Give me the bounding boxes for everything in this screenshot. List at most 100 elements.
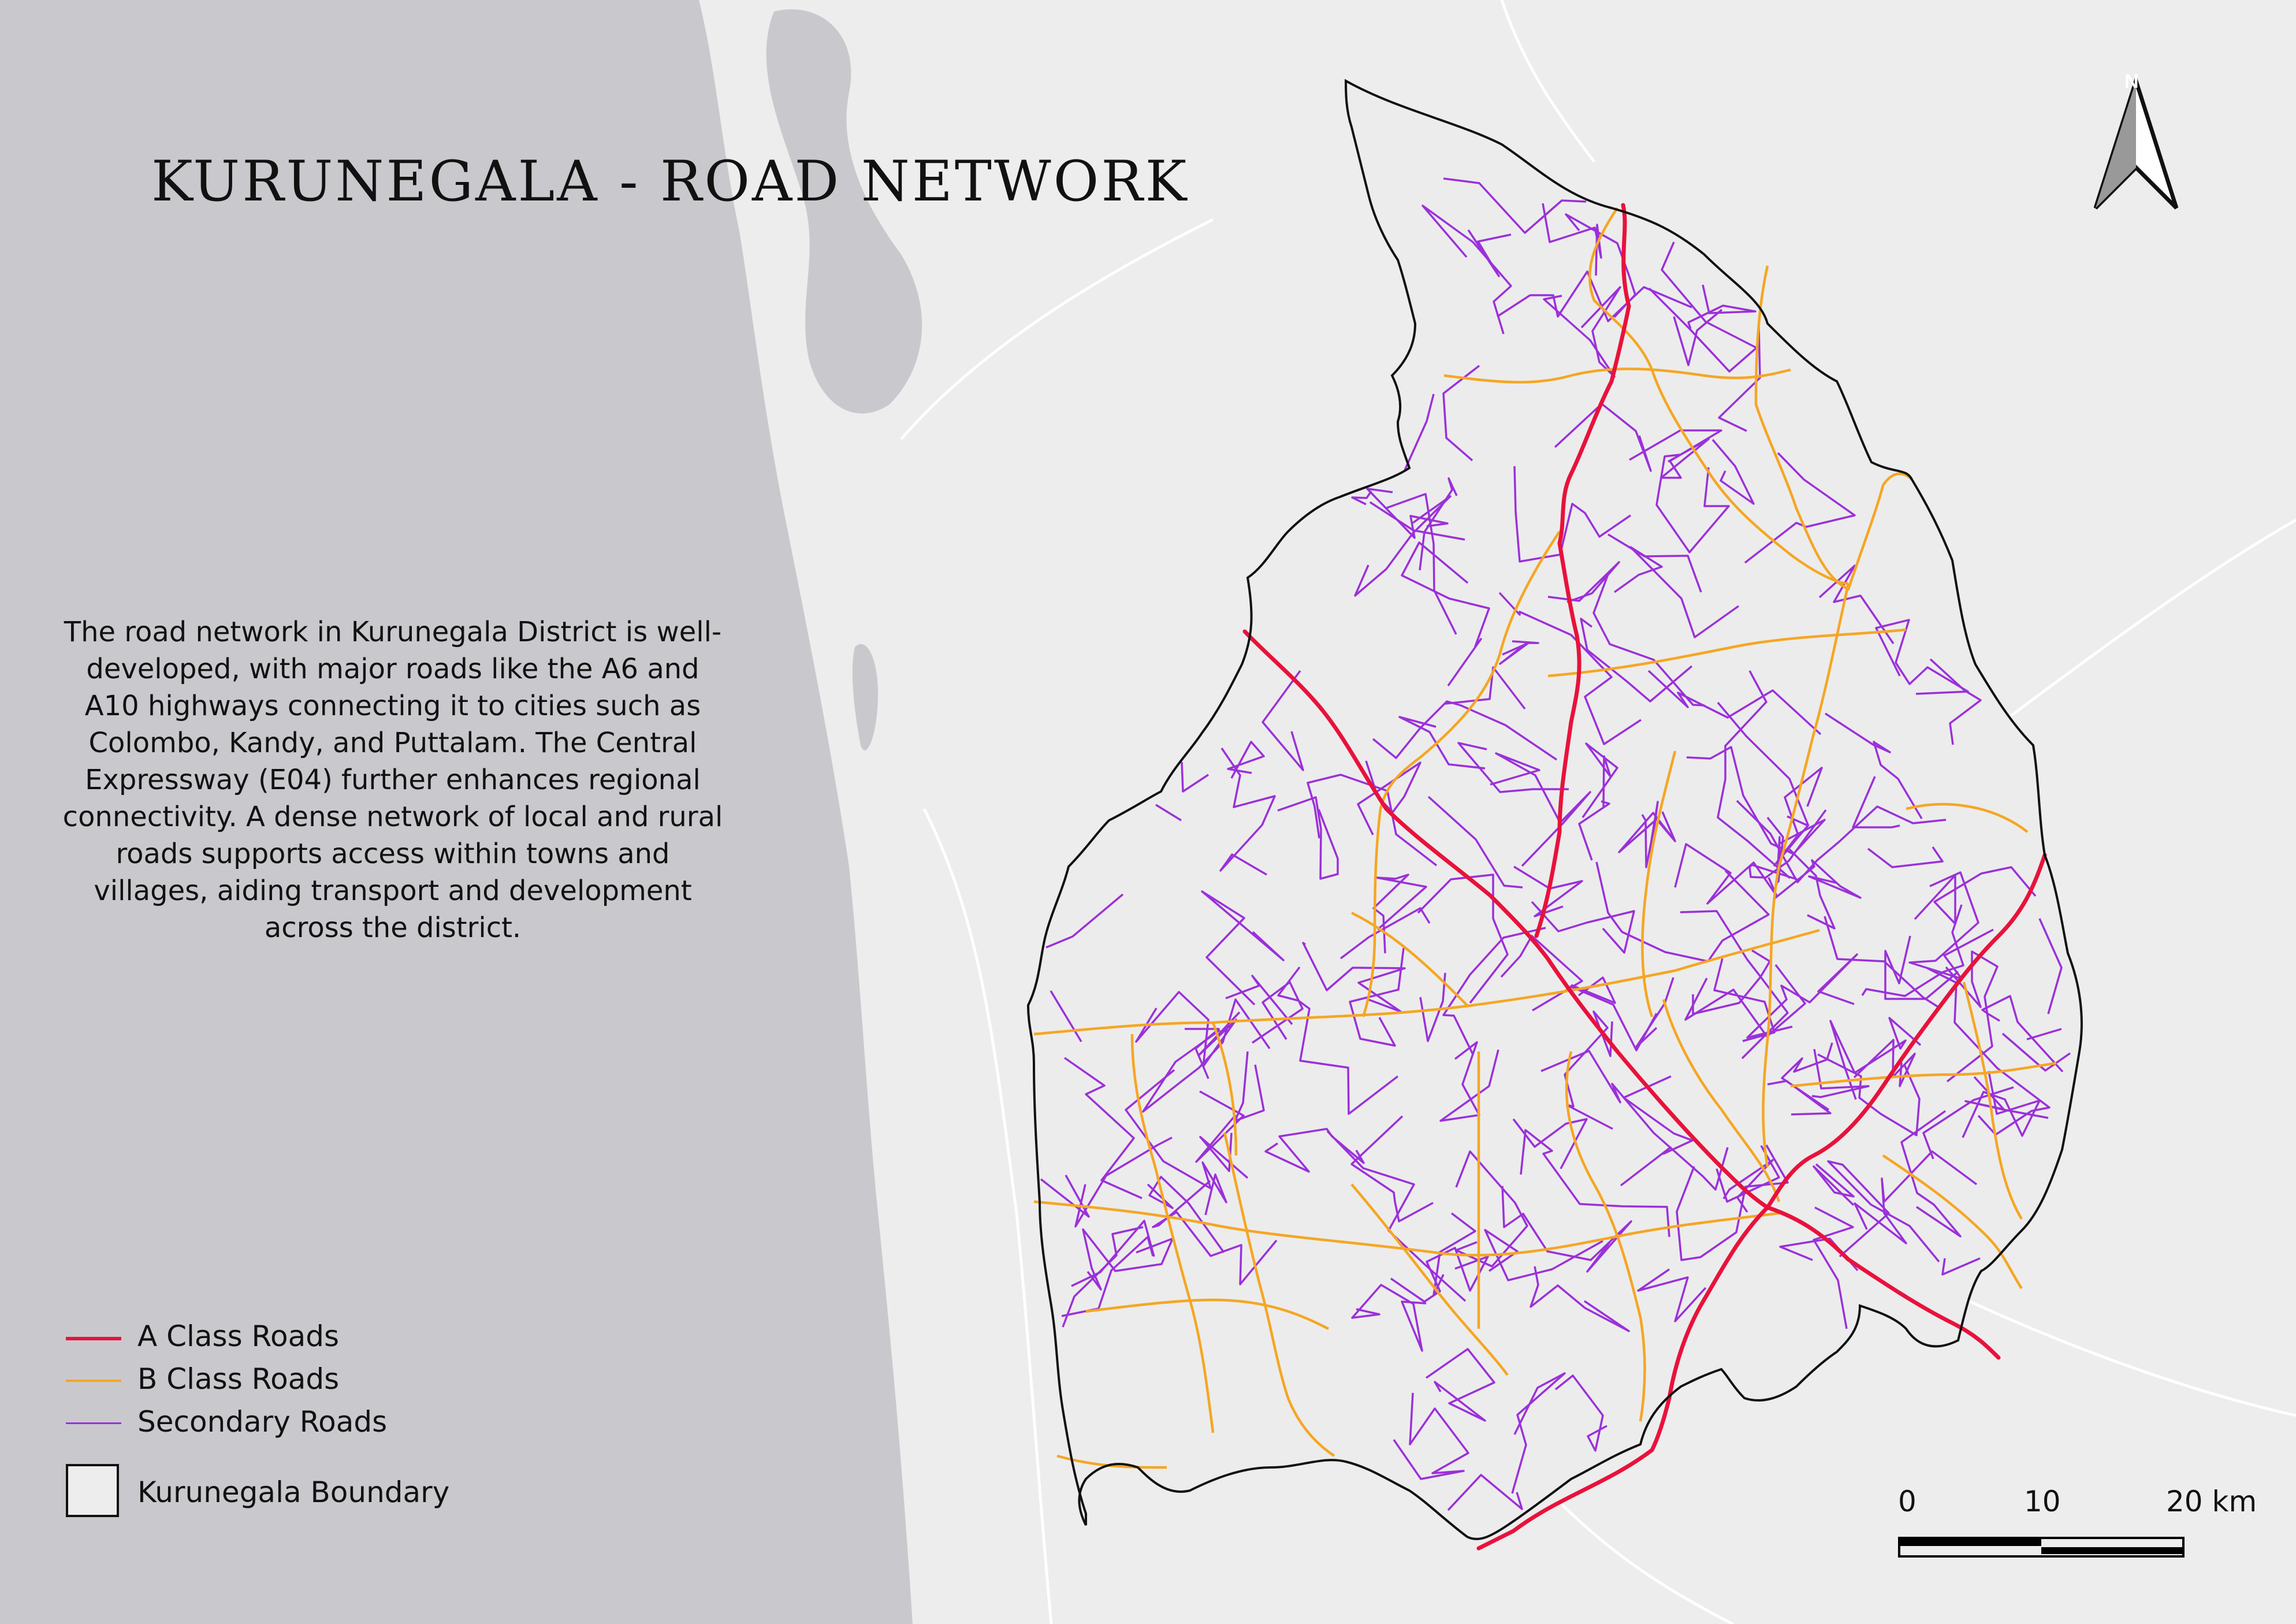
- b-road: [1588, 207, 1654, 370]
- b-road: [1547, 628, 1907, 678]
- secondary-road: [1277, 966, 1399, 1115]
- secondary-road: [1064, 1057, 1143, 1199]
- secondary-road: [1155, 804, 1182, 822]
- secondary-road: [1401, 541, 1490, 687]
- secondary-road: [1366, 488, 1449, 539]
- a-road-a10: [1534, 203, 1631, 938]
- secondary-road: [1684, 964, 1806, 1038]
- b-road: [1641, 750, 1677, 1017]
- secondary-road: [1426, 1348, 1495, 1422]
- b-road: [1350, 1183, 1509, 1376]
- secondary-road: [1512, 1118, 1588, 1169]
- north-label: N: [2124, 70, 2139, 92]
- secondary-road: [1781, 1042, 1833, 1111]
- scale-seg-2: [2041, 1547, 2182, 1554]
- secondary-road: [1813, 1163, 1855, 1206]
- secondary-road: [1744, 452, 1856, 564]
- secondary-road: [1252, 981, 1304, 1044]
- secondary-road: [1511, 1372, 1566, 1494]
- secondary-road: [1540, 1050, 1729, 1191]
- secondary-road: [1442, 365, 1480, 462]
- secondary-road: [1618, 811, 1676, 853]
- b-road: [1565, 1051, 1646, 1422]
- secondary-road: [1554, 1374, 1607, 1452]
- secondary-road: [1629, 429, 1722, 479]
- secondary-road: [1766, 816, 1784, 885]
- b-road: [1130, 1034, 1215, 1433]
- secondary-road: [1578, 800, 1610, 861]
- secondary-road: [1501, 1186, 1632, 1273]
- secondary-road: [1945, 950, 1999, 1083]
- secondary-road: [1717, 670, 1791, 879]
- secondary-road: [1390, 1247, 1489, 1303]
- secondary-road: [1040, 1175, 1090, 1218]
- b-road: [1882, 1154, 2023, 1289]
- secondary-road: [2038, 918, 2063, 1014]
- secondary-road: [1637, 1268, 1707, 1322]
- secondary-road: [1647, 670, 1822, 735]
- secondary-road: [1419, 972, 1446, 1042]
- b-road: [1962, 982, 2023, 1220]
- secondary-road: [1443, 177, 1587, 234]
- secondary-road: [1592, 574, 1705, 707]
- secondary-road: [1421, 205, 1512, 335]
- secondary-road: [1861, 904, 1964, 997]
- secondary-road: [1201, 890, 1285, 1006]
- sea-area: [0, 0, 913, 1624]
- secondary-road: [1513, 466, 1631, 563]
- b-road: [1906, 802, 2029, 833]
- secondary-road: [1447, 1474, 1523, 1511]
- secondary-road: [1277, 796, 1339, 880]
- secondary-road: [1530, 1266, 1630, 1332]
- secondary-road: [1813, 1206, 1854, 1329]
- secondary-road: [1497, 270, 1692, 322]
- secondary-road: [1722, 1159, 1774, 1213]
- secondary-road: [1062, 1226, 1144, 1328]
- legend-label-b-class: B Class Roads: [137, 1362, 340, 1396]
- secondary-road: [1641, 801, 1659, 868]
- secondary-road: [1680, 910, 1789, 1060]
- scale-label-10: 10: [2024, 1485, 2061, 1518]
- secondary-road: [1185, 1028, 1220, 1079]
- lagoon-north: [766, 9, 922, 414]
- secondary-road: [2001, 1032, 2071, 1072]
- b-road: [1033, 928, 1820, 1036]
- lagoon-mid: [852, 644, 878, 750]
- secondary-road: [1445, 666, 1526, 710]
- secondary-road: [1152, 1180, 1278, 1285]
- secondary-road: [1673, 309, 1723, 366]
- secondary-road: [1351, 490, 1372, 506]
- secondary-road: [1580, 618, 1693, 703]
- secondary-road: [1339, 907, 1431, 960]
- b-road: [1443, 367, 1791, 384]
- secondary-road: [1302, 942, 1406, 1013]
- legend-item-b-class: B Class Roads: [66, 1360, 586, 1403]
- secondary-road: [1354, 495, 1452, 597]
- map-description: The road network in Kurunegala District …: [62, 616, 723, 944]
- legend-label-boundary: Kurunegala Boundary: [137, 1476, 450, 1509]
- secondary-road: [1884, 935, 1959, 1000]
- secondary-road: [1900, 1110, 1962, 1237]
- scale-label-20: 20 km: [2166, 1485, 2257, 1518]
- secondary-road: [1674, 843, 1778, 905]
- secondary-road: [1827, 1160, 1940, 1263]
- b-road: [1085, 1298, 1330, 1331]
- secondary-road: [1717, 701, 1810, 827]
- secondary-road: [1520, 1129, 1670, 1237]
- secondary-road: [1386, 493, 1457, 635]
- secondary-road: [1825, 712, 1923, 819]
- secondary-road: [1498, 592, 1642, 745]
- b-road: [1350, 911, 1468, 1006]
- secondary-road: [1746, 953, 1858, 1039]
- secondary-road: [1711, 438, 1755, 505]
- b-road: [1650, 369, 1849, 585]
- secondary-road: [1125, 1069, 1227, 1216]
- legend-label-secondary: Secondary Roads: [137, 1405, 388, 1439]
- legend-swatch-b-class: [66, 1380, 121, 1382]
- secondary-road: [1607, 533, 1702, 593]
- secondary-road: [1941, 1257, 1981, 1276]
- secondary-road: [1867, 846, 1944, 868]
- secondary-road: [1147, 1176, 1225, 1254]
- b-road: [1223, 1132, 1335, 1457]
- secondary-road: [1824, 916, 1940, 1009]
